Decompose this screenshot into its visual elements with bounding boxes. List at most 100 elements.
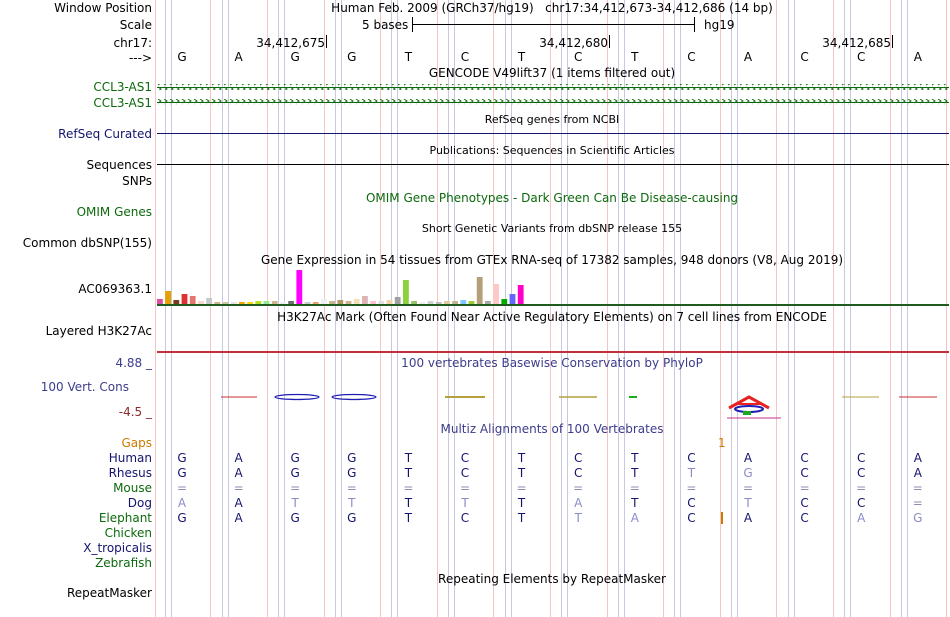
alignment-base: C	[687, 511, 696, 525]
alignment-base: G	[177, 451, 187, 465]
gtex-tissue-bar[interactable]	[476, 277, 483, 304]
guide-line	[663, 0, 664, 617]
gtex-tissue-bar[interactable]	[468, 301, 475, 304]
alignment-base: G	[290, 466, 300, 480]
gtex-tissue-bar[interactable]	[214, 302, 221, 304]
gtex-tissue-bar[interactable]	[353, 299, 360, 304]
gtex-expression-bars[interactable]	[157, 268, 557, 306]
gtex-tissue-bar[interactable]	[386, 300, 393, 304]
alignment-base: A	[913, 466, 922, 480]
reference-base: A	[913, 50, 922, 64]
gtex-tissue-bar[interactable]	[411, 301, 417, 304]
gtex-tissue-bar[interactable]	[288, 301, 294, 304]
gtex-tissue-bar[interactable]	[198, 301, 204, 304]
publications-feature-line[interactable]	[157, 164, 949, 165]
gencode-item-label[interactable]: CCL3-AS1	[93, 80, 152, 94]
gtex-tissue-bar[interactable]	[378, 301, 385, 304]
gtex-tissue-bar[interactable]	[189, 296, 196, 304]
alignment-base: T	[574, 511, 582, 525]
guide-line	[737, 0, 738, 617]
gtex-tissue-bar[interactable]	[337, 300, 344, 304]
refseq-track-label[interactable]: RefSeq Curated	[58, 127, 152, 141]
gtex-tissue-bar[interactable]	[304, 302, 311, 304]
gencode-item-label[interactable]: CCL3-AS1	[93, 96, 152, 110]
gtex-tissue-bar[interactable]	[165, 291, 171, 304]
gtex-tissue-bar[interactable]	[509, 294, 516, 304]
gtex-tissue-bar[interactable]	[247, 302, 253, 304]
species-label-mouse[interactable]: Mouse	[113, 481, 152, 495]
species-label-human[interactable]: Human	[108, 451, 152, 465]
gtex-tissue-bar[interactable]	[312, 302, 319, 304]
alignment-base: T	[517, 451, 526, 465]
alignment-base: G	[177, 466, 187, 480]
gtex-tissue-bar[interactable]	[493, 284, 499, 304]
h3k27ac-signal-line[interactable]	[157, 351, 949, 353]
alignment-base: G	[290, 451, 300, 465]
conservation-signal[interactable]	[157, 388, 949, 422]
alignment-base: =	[912, 496, 923, 510]
alignment-base: T	[631, 466, 639, 480]
species-label-dog[interactable]: Dog	[127, 496, 152, 510]
alignment-base: T	[348, 496, 356, 510]
guide-line	[391, 0, 392, 617]
snps-track-label[interactable]: SNPs	[122, 174, 152, 188]
gtex-tissue-bar[interactable]	[222, 302, 229, 304]
species-label-chicken[interactable]: Chicken	[104, 526, 152, 540]
gtex-tissue-bar[interactable]	[173, 300, 180, 304]
gtex-tissue-bar[interactable]	[427, 301, 434, 304]
gtex-tissue-bar[interactable]	[280, 302, 286, 304]
gtex-tissue-bar[interactable]	[345, 301, 352, 304]
gtex-tissue-bar[interactable]	[239, 302, 245, 304]
gtex-tissue-bar[interactable]	[403, 280, 409, 304]
conservation-track-label[interactable]: 100 Vert. Cons	[40, 380, 129, 394]
gtex-tissue-bar[interactable]	[362, 296, 368, 304]
gtex-tissue-bar[interactable]	[394, 297, 401, 304]
publications-track-title: Publications: Sequences in Scientific Ar…	[429, 144, 675, 157]
gtex-tissue-bar[interactable]	[321, 299, 327, 304]
repeatmasker-track-label[interactable]: RepeatMasker	[66, 586, 152, 600]
guide-line	[493, 0, 494, 617]
gtex-tissue-bar[interactable]	[271, 301, 278, 304]
gtex-tissue-bar[interactable]	[255, 301, 262, 304]
guide-line	[228, 0, 229, 617]
gtex-tissue-bar[interactable]	[329, 301, 335, 304]
h3k27ac-track-label[interactable]: Layered H3K27Ac	[45, 324, 152, 338]
alignment-base: T	[404, 466, 413, 480]
multiz-track-title: Multiz Alignments of 100 Vertebrates	[440, 422, 664, 436]
alignment-base: A	[913, 451, 922, 465]
alignment-base: =	[176, 481, 188, 495]
publications-track-label[interactable]: Sequences	[86, 158, 152, 172]
gtex-tissue-bar[interactable]	[157, 299, 163, 304]
gtex-tissue-bar[interactable]	[181, 294, 188, 304]
gtex-tissue-bar[interactable]	[460, 300, 467, 304]
alignment-base: C	[800, 496, 809, 510]
gtex-tissue-bar[interactable]	[370, 301, 376, 304]
alignment-base: A	[234, 496, 243, 510]
gtex-tissue-bar[interactable]	[444, 301, 450, 304]
gtex-gene-label[interactable]: AC069363.1	[78, 282, 152, 296]
dbsnp-track-label[interactable]: Common dbSNP(155)	[22, 236, 152, 250]
species-label-x_tropicalis[interactable]: X_tropicalis	[83, 541, 152, 555]
gtex-tissue-bar[interactable]	[517, 285, 524, 304]
alignment-base: C	[460, 511, 470, 525]
gtex-tissue-bar[interactable]	[501, 299, 508, 304]
gaps-label[interactable]: Gaps	[121, 436, 152, 450]
gtex-tissue-bar[interactable]	[296, 270, 303, 304]
scale-bases-label: 5 bases	[362, 18, 409, 32]
alignment-base: A	[234, 466, 243, 480]
omim-track-label[interactable]: OMIM Genes	[76, 205, 152, 219]
alignment-base: =	[912, 481, 923, 495]
species-label-elephant[interactable]: Elephant	[98, 511, 152, 525]
refseq-feature-line[interactable]	[157, 133, 949, 134]
gtex-tissue-bar[interactable]	[435, 302, 442, 304]
gtex-tissue-bar[interactable]	[485, 301, 491, 304]
gencode-gene-features[interactable]	[157, 80, 949, 112]
gtex-tissue-bar[interactable]	[263, 301, 270, 304]
species-label-zebrafish[interactable]: Zebrafish	[95, 556, 152, 570]
gtex-tissue-bar[interactable]	[452, 301, 458, 304]
gtex-tissue-bar[interactable]	[206, 298, 212, 304]
gtex-tissue-bar[interactable]	[419, 302, 426, 304]
species-label-rhesus[interactable]: Rhesus	[108, 466, 152, 480]
gtex-tissue-bar[interactable]	[230, 302, 237, 304]
